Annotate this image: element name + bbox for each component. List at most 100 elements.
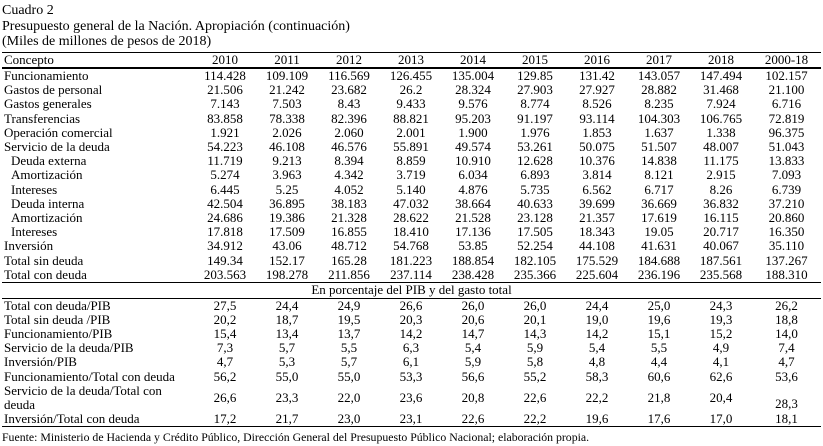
table-row: Transferencias 83.858 78.338 82.396 88.821 95…	[2, 110, 821, 126]
value-cell: 8.26	[709, 181, 733, 197]
source-note: Fuente: Ministerio de Hacienda y Crédito…	[2, 430, 590, 445]
value-cell: 48.712	[331, 238, 367, 254]
value-cell: 5.735	[520, 181, 550, 197]
value-cell: 143.057	[637, 67, 681, 83]
table-row: Total sin deuda /PIB 20,2 18,7 19,5 20,3 20,6…	[2, 311, 821, 327]
value-cell: 18.410	[393, 224, 429, 240]
value-cell: 16.350	[768, 224, 805, 240]
year-column-header: 2018	[708, 51, 734, 67]
absolute-values-section: Funcionamiento 114.428 109.109 116.569 126.4…	[2, 68, 821, 283]
value-cell: 3.814	[582, 167, 612, 183]
value-cell: 51.043	[768, 139, 805, 154]
value-cell: 235.568	[699, 266, 743, 282]
value-cell: 21.528	[455, 210, 491, 226]
year-column-header: 2015	[522, 51, 548, 67]
value-cell: 26,0	[461, 297, 485, 313]
value-cell: 4,1	[712, 354, 730, 370]
value-cell: 96.375	[768, 124, 805, 140]
value-cell: 60,6	[647, 368, 671, 384]
value-cell: 28.324	[455, 82, 491, 98]
table-row: Amortización 24.686 19.386 21.328 28.622 21.5…	[2, 210, 821, 226]
value-cell: 19.05	[644, 224, 674, 240]
value-cell: 4,7	[778, 354, 795, 370]
value-cell: 55,2	[523, 368, 547, 384]
value-cell: 6.562	[582, 181, 612, 197]
table-units: (Miles de millones de pesos de 2018)	[2, 34, 212, 50]
value-cell: 237.114	[390, 266, 432, 282]
value-cell: 211.856	[328, 266, 370, 282]
value-cell: 9.433	[396, 96, 426, 112]
table-row: Deuda interna 42.504 36.895 38.183 47.032 38.…	[2, 195, 821, 211]
value-cell: 28.622	[393, 210, 429, 226]
value-cell: 4,9	[712, 340, 730, 356]
value-cell: 26.2	[399, 82, 423, 98]
value-cell: 55,0	[337, 368, 361, 384]
value-cell: 1.900	[458, 124, 488, 140]
value-cell: 9.213	[272, 153, 302, 169]
row-label: Transferencias	[4, 110, 81, 126]
value-cell: 18,7	[275, 311, 299, 327]
value-cell: 34.912	[207, 238, 243, 254]
value-cell: 31.468	[703, 82, 739, 98]
table-row: Deuda externa 11.719 9.213 8.394 8.859 10.910…	[2, 154, 821, 168]
row-label: Intereses	[11, 224, 58, 240]
value-cell: 10.910	[455, 153, 491, 169]
value-cell: 236.196	[637, 266, 681, 282]
value-cell: 6,3	[402, 340, 420, 356]
value-cell: 12.628	[517, 153, 553, 169]
value-cell: 26,0	[523, 297, 547, 313]
value-cell: 198.278	[265, 266, 309, 282]
value-cell: 17.505	[517, 224, 553, 240]
value-cell: 6,1	[402, 354, 420, 370]
table-row: Total con deuda/PIB 27,5 24,4 24,9 26,6 26,0 2…	[2, 298, 821, 313]
value-cell: 175.529	[575, 252, 619, 268]
value-cell: 38.664	[455, 195, 491, 211]
value-cell: 6.445	[210, 181, 240, 197]
row-label: Amortización	[11, 167, 83, 183]
table-row: Gastos generales 7.143 7.503 8.43 9.433 9.576…	[2, 97, 821, 111]
value-cell: 14,7	[461, 326, 485, 342]
row-label: Inversión	[4, 238, 54, 254]
value-cell: 19,6	[647, 311, 671, 327]
value-cell: 39.699	[579, 195, 615, 211]
value-cell: 18,1	[775, 411, 798, 427]
row-label: Total con deuda/PIB	[4, 297, 111, 313]
value-cell: 6.716	[771, 96, 802, 112]
value-cell: 5,4	[588, 340, 606, 356]
value-cell: 53,3	[399, 368, 423, 384]
value-cell: 2.060	[334, 124, 364, 140]
value-cell: 184.688	[637, 252, 681, 268]
value-cell: 55,0	[275, 368, 299, 384]
value-cell: 22,2	[585, 389, 609, 405]
value-cell: 4,8	[588, 354, 606, 370]
value-cell: 22,2	[523, 411, 547, 427]
table-row: Servicio de la deuda/PIB 7,3 5,7 5,5 6,3 5,4 5…	[2, 341, 821, 355]
value-cell: 188.854	[451, 252, 495, 268]
value-cell: 188.310	[765, 266, 808, 282]
value-cell: 17,6	[647, 411, 671, 427]
value-cell: 17.136	[455, 224, 491, 240]
value-cell: 2.026	[272, 124, 302, 140]
row-label: Servicio de la deuda/PIB	[4, 340, 134, 356]
value-cell: 1.338	[706, 124, 736, 140]
value-cell: 24,4	[275, 297, 299, 313]
value-cell: 20.860	[768, 210, 805, 226]
budget-table: Concepto 2010 2011 2012 2013 2014 2015 2016 201…	[2, 52, 821, 428]
value-cell: 5,5	[340, 340, 358, 356]
value-cell: 225.604	[575, 266, 619, 282]
table-number: Cuadro 2	[2, 3, 54, 18]
value-cell: 46.576	[331, 139, 367, 154]
value-cell: 56,6	[461, 368, 485, 384]
value-cell: 55.891	[393, 139, 429, 154]
value-cell: 129.85	[517, 67, 553, 83]
value-cell: 5,4	[464, 340, 482, 356]
row-label: Total sin deuda	[4, 252, 84, 268]
row-label: Deuda interna	[11, 195, 85, 211]
value-cell: 53.261	[517, 139, 553, 154]
value-cell: 8.859	[396, 153, 426, 169]
value-cell: 50.075	[579, 139, 615, 154]
value-cell: 14.838	[641, 153, 677, 169]
value-cell: 21.242	[269, 82, 305, 98]
value-cell: 5.25	[275, 181, 299, 197]
year-column-header: 2013	[398, 51, 424, 67]
